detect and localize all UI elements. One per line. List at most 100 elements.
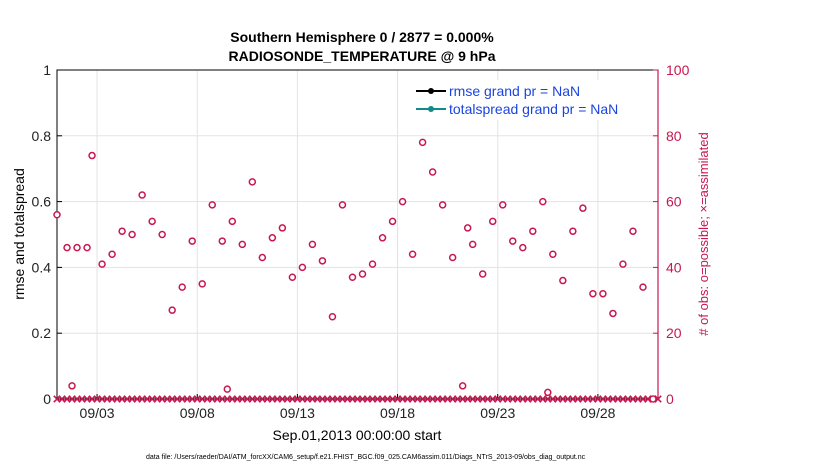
possible-obs-marker bbox=[468, 240, 477, 249]
possible-obs-marker bbox=[98, 260, 106, 268]
possible-obs-marker bbox=[599, 289, 607, 298]
possible-obs-marker bbox=[63, 243, 71, 252]
possible-obs-marker bbox=[509, 237, 517, 245]
y-tick-label: 1 bbox=[43, 62, 51, 78]
possible-obs-marker bbox=[408, 250, 417, 258]
possible-obs-marker bbox=[328, 313, 337, 321]
possible-obs-marker bbox=[268, 234, 277, 242]
grid bbox=[57, 70, 658, 399]
possible-obs-marker bbox=[53, 211, 61, 219]
possible-obs-marker bbox=[619, 260, 627, 268]
possible-obs-marker bbox=[348, 273, 357, 282]
possible-obs-marker bbox=[539, 197, 547, 206]
x-axis-label: Sep.01,2013 00:00:00 start bbox=[273, 427, 442, 443]
possible-obs-marker bbox=[448, 253, 457, 262]
x-axis: 09/03 09/08 09/13 09/18 09/23 09/28 bbox=[80, 394, 616, 421]
y-tick-label: 0.2 bbox=[32, 325, 52, 341]
legend: rmse grand pr = NaN totalspread grand pr… bbox=[414, 80, 652, 120]
y-tick-label: 0.4 bbox=[32, 259, 52, 275]
possible-obs-marker bbox=[378, 234, 387, 242]
y-axis-right-label: # of obs: o=possible; ×=assimilated bbox=[696, 132, 711, 335]
possible-obs-marker bbox=[128, 230, 136, 239]
possible-obs-marker bbox=[73, 243, 81, 252]
possible-obs-marker bbox=[68, 382, 76, 390]
y-right-tick-label: 100 bbox=[666, 62, 690, 78]
x-tick-label: 09/18 bbox=[380, 405, 415, 421]
possible-obs-marker bbox=[338, 201, 347, 209]
possible-obs-marker bbox=[458, 382, 467, 390]
possible-obs-marker bbox=[488, 217, 497, 226]
possible-obs-marker bbox=[88, 151, 96, 160]
y-tick-label: 0 bbox=[43, 391, 51, 407]
legend-totalspread-marker bbox=[428, 106, 434, 112]
possible-obs-marker bbox=[358, 270, 367, 278]
legend-rmse-marker bbox=[428, 88, 434, 94]
possible-obs-marker bbox=[238, 240, 247, 249]
legend-rmse-label: rmse grand pr = NaN bbox=[449, 83, 580, 99]
possible-obs-marker bbox=[478, 270, 487, 278]
y-tick-label: 0.6 bbox=[32, 194, 52, 210]
y-right-tick-label: 60 bbox=[666, 194, 682, 210]
possible-obs-marker bbox=[298, 263, 307, 272]
possible-obs-marker bbox=[308, 240, 317, 249]
possible-obs-marker bbox=[428, 168, 437, 176]
possible-obs-marker bbox=[118, 227, 126, 235]
possible-obs-marker bbox=[278, 224, 287, 232]
possible-obs-marker bbox=[438, 201, 447, 209]
possible-obs-marker bbox=[609, 309, 617, 318]
y-right-tick-label: 80 bbox=[666, 128, 682, 144]
possible-obs-marker bbox=[649, 395, 657, 403]
possible-obs-marker bbox=[228, 217, 237, 226]
x-tick-label: 09/23 bbox=[480, 405, 515, 421]
possible-obs-marker bbox=[148, 217, 156, 226]
y-axis-left: 0 0.2 0.4 0.6 0.8 1 bbox=[32, 62, 62, 407]
x-tick-label: 09/13 bbox=[280, 405, 315, 421]
possible-obs-marker bbox=[218, 237, 227, 245]
possible-obs-marker bbox=[168, 306, 176, 314]
possible-obs-marker bbox=[83, 243, 91, 252]
chart-subtitle: RADIOSONDE_TEMPERATURE @ 9 hPa bbox=[229, 48, 496, 64]
possible-obs-marker bbox=[138, 191, 146, 199]
possible-obs-marker bbox=[318, 257, 327, 265]
assimilated-obs-series bbox=[53, 395, 662, 403]
chart-title: Southern Hemisphere 0 / 2877 = 0.000% bbox=[230, 29, 494, 45]
possible-obs-series bbox=[53, 138, 657, 403]
x-tick-label: 09/03 bbox=[80, 405, 115, 421]
possible-obs-marker bbox=[188, 237, 196, 245]
possible-obs-marker bbox=[158, 230, 166, 239]
possible-obs-marker bbox=[579, 204, 587, 212]
possible-obs-marker bbox=[208, 201, 217, 209]
possible-obs-marker bbox=[498, 201, 507, 209]
y-right-tick-label: 20 bbox=[666, 325, 682, 341]
possible-obs-marker bbox=[398, 197, 407, 206]
possible-obs-marker bbox=[248, 178, 257, 186]
possible-obs-marker bbox=[223, 385, 232, 393]
possible-obs-marker bbox=[288, 273, 297, 282]
y-axis-right: 0 20 40 60 80 100 bbox=[653, 62, 690, 407]
possible-obs-marker bbox=[629, 227, 637, 235]
data-file-footnote: data file: /Users/raeder/DAI/ATM_forcXX/… bbox=[146, 454, 586, 461]
possible-obs-marker bbox=[108, 250, 116, 258]
possible-obs-marker bbox=[639, 283, 647, 291]
y-axis-label: rmse and totalspread bbox=[11, 168, 27, 300]
possible-obs-marker bbox=[529, 227, 537, 235]
possible-obs-marker bbox=[559, 276, 567, 285]
legend-totalspread-label: totalspread grand pr = NaN bbox=[449, 101, 618, 117]
x-tick-label: 09/08 bbox=[180, 405, 215, 421]
possible-obs-marker bbox=[178, 283, 186, 291]
possible-obs-marker bbox=[544, 388, 552, 397]
possible-obs-marker bbox=[368, 260, 377, 268]
y-right-tick-label: 40 bbox=[666, 259, 682, 275]
y-right-tick-label: 0 bbox=[666, 391, 674, 407]
possible-obs-marker bbox=[549, 250, 557, 258]
possible-obs-marker bbox=[589, 289, 597, 298]
possible-obs-marker bbox=[418, 138, 427, 147]
x-tick-label: 09/28 bbox=[580, 405, 615, 421]
y-tick-label: 0.8 bbox=[32, 128, 52, 144]
possible-obs-marker bbox=[258, 253, 267, 262]
possible-obs-marker bbox=[463, 224, 472, 232]
possible-obs-marker bbox=[388, 217, 397, 226]
possible-obs-marker bbox=[519, 243, 527, 252]
